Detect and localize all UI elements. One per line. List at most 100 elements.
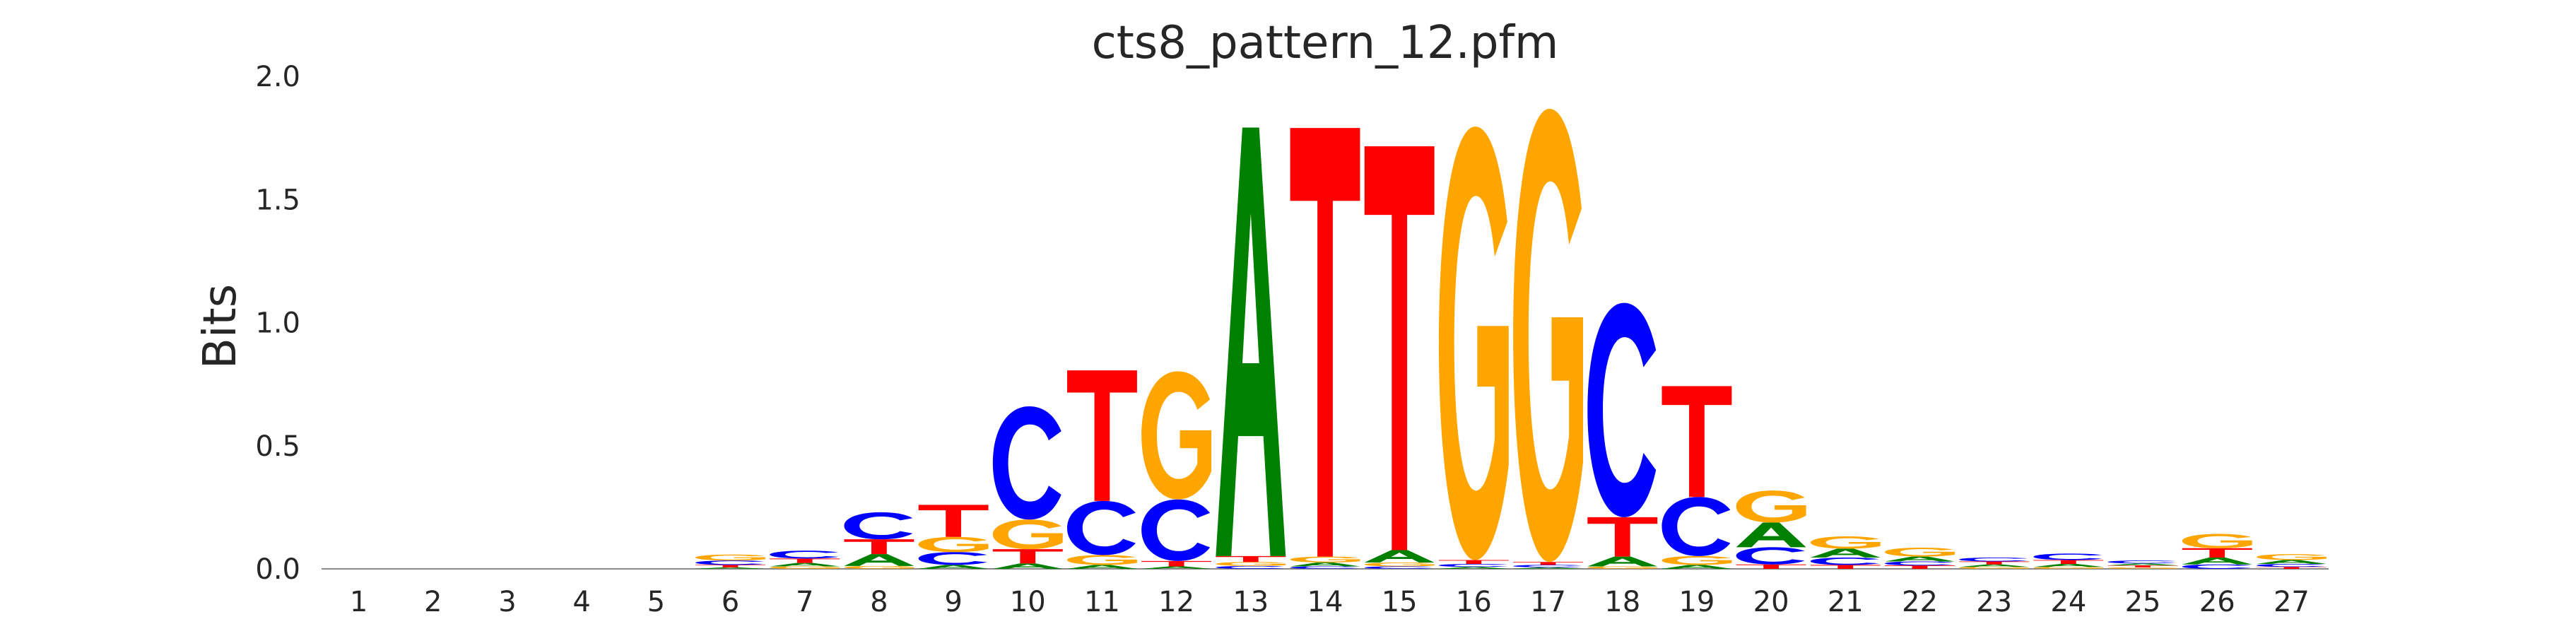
letter-A <box>844 554 914 566</box>
letter-C <box>1885 561 1953 566</box>
x-tick-label: 1 <box>350 586 367 618</box>
x-tick-label: 3 <box>498 586 516 618</box>
letter-C <box>1959 557 2028 562</box>
letter-T <box>1959 561 2030 565</box>
letter-G <box>2107 567 2178 569</box>
letter-T <box>1810 565 1881 569</box>
letter-T <box>1290 128 1360 557</box>
letter-A <box>992 563 1063 569</box>
letter-T <box>1662 386 1732 497</box>
letter-A <box>1810 548 1881 558</box>
chart-title: cts8_pattern_12.pfm <box>1092 17 1559 69</box>
letter-C <box>770 550 839 559</box>
y-tick-label: 0.5 <box>255 430 300 463</box>
letter-T <box>1736 564 1806 569</box>
letter-A <box>2107 563 2178 566</box>
y-tick-label: 0.0 <box>255 553 300 586</box>
letter-C <box>1364 566 1433 569</box>
x-tick-label: 2 <box>424 586 442 618</box>
x-tick-label: 10 <box>1010 586 1046 618</box>
letter-A <box>1885 556 1955 562</box>
letter-C <box>695 560 764 565</box>
letter-C <box>2107 560 2177 564</box>
letter-T <box>2033 560 2104 565</box>
letter-G <box>695 554 765 561</box>
x-tick-label: 9 <box>944 586 962 618</box>
letter-C <box>992 406 1061 520</box>
letter-C <box>918 552 987 565</box>
x-tick-label: 21 <box>1828 586 1864 618</box>
letter-C <box>1587 302 1657 517</box>
x-tick-label: 15 <box>1382 586 1418 618</box>
letter-G <box>1290 556 1360 563</box>
letter-T <box>918 505 989 537</box>
letter-A <box>1662 565 1732 569</box>
x-tick-label: 13 <box>1233 586 1269 618</box>
x-axis: 1 2 3 4 5 6 7 8 9 10 11 12 13 14 15 16 17 18 19 20 21 22 23 24 2… <box>350 586 2310 618</box>
letter-C <box>1216 565 1285 569</box>
letter-A <box>2256 560 2327 565</box>
letter-T <box>695 565 765 567</box>
letter-A <box>2033 564 2104 567</box>
letter-A <box>918 565 989 569</box>
x-tick-label: 14 <box>1307 586 1343 618</box>
letter-G <box>1736 490 1806 523</box>
y-tick-label: 2.0 <box>255 61 300 93</box>
letter-C <box>1513 565 1582 567</box>
letter-G <box>2033 567 2104 569</box>
y-axis-label: Bits <box>194 284 247 369</box>
letter-C <box>1067 500 1136 555</box>
letter-T <box>2107 565 2178 567</box>
x-tick-label: 27 <box>2274 586 2310 618</box>
letter-G <box>1216 562 1286 566</box>
letter-G <box>770 566 840 569</box>
letter-A <box>1438 567 1509 569</box>
letter-G <box>1513 109 1583 563</box>
y-tick-label: 1.5 <box>255 184 300 216</box>
x-tick-label: 11 <box>1084 586 1120 618</box>
letter-G <box>2182 534 2252 548</box>
letter-T <box>992 549 1063 564</box>
letter-A <box>1364 550 1435 563</box>
x-tick-label: 12 <box>1158 586 1194 618</box>
letter-G <box>1885 548 1955 557</box>
letter-G <box>1810 536 1881 549</box>
letter-T <box>1141 560 1212 567</box>
x-tick-label: 24 <box>2050 586 2086 618</box>
letter-G <box>1959 567 2030 569</box>
letter-G <box>1438 126 1509 560</box>
letter-C <box>1810 557 1879 565</box>
letter-G <box>2256 554 2327 560</box>
y-axis: 0.0 0.5 1.0 1.5 2.0 <box>255 61 300 586</box>
letter-G <box>1364 562 1435 567</box>
letter-T <box>844 539 914 555</box>
letter-C <box>1290 566 1359 569</box>
letter-G <box>1067 555 1137 565</box>
x-tick-label: 6 <box>722 586 739 618</box>
x-tick-label: 26 <box>2199 586 2235 618</box>
x-tick-label: 25 <box>2125 586 2161 618</box>
x-tick-label: 17 <box>1530 586 1566 618</box>
x-tick-label: 16 <box>1456 586 1492 618</box>
letter-A <box>2182 557 2252 565</box>
x-tick-label: 7 <box>796 586 813 618</box>
letter-C <box>1662 497 1731 556</box>
letter-T <box>1587 517 1658 557</box>
x-tick-label: 22 <box>1902 586 1938 618</box>
letter-C <box>2182 564 2251 569</box>
letter-A <box>1290 562 1360 567</box>
letter-T <box>1438 560 1509 565</box>
letter-T <box>2182 548 2252 558</box>
letter-C <box>2033 553 2102 560</box>
x-tick-label: 8 <box>870 586 888 618</box>
letter-T <box>1364 146 1435 550</box>
letter-C <box>844 512 913 540</box>
letter-G <box>992 519 1063 550</box>
letter-A <box>1587 556 1658 567</box>
x-tick-label: 20 <box>1753 586 1789 618</box>
x-tick-label: 5 <box>647 586 665 618</box>
letter-G <box>1587 566 1658 569</box>
letter-T <box>770 558 840 563</box>
x-tick-label: 23 <box>1976 586 2012 618</box>
